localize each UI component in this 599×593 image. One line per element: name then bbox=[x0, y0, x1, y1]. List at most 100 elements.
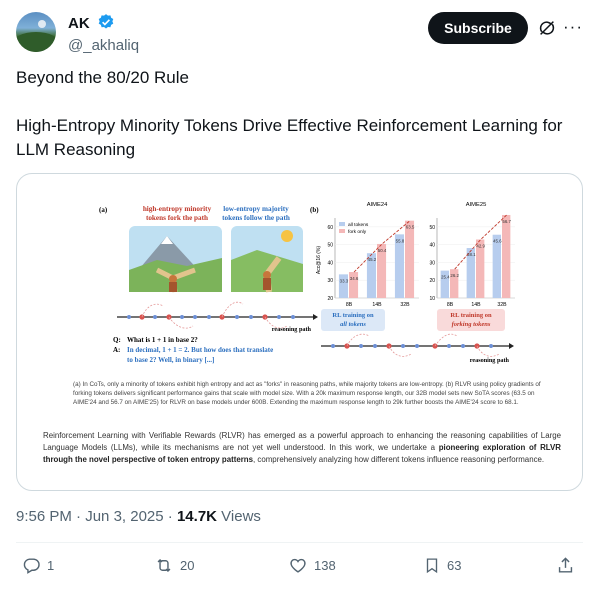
repost-button[interactable]: 20 bbox=[154, 556, 194, 575]
action-bar: 1 20 138 63 bbox=[16, 556, 583, 580]
chart-title: AIME24 bbox=[367, 202, 388, 208]
repost-icon bbox=[154, 556, 174, 575]
bar-charts: Acc@16 (%) AIME24 20 30 40 50 60 33.3 34.6 8B 45.2… bbox=[316, 202, 515, 308]
y-tick-label: 20 bbox=[429, 278, 435, 284]
bar-fork-only bbox=[450, 269, 459, 298]
bar-value-label: 56.7 bbox=[502, 219, 511, 224]
y-tick-label: 40 bbox=[327, 260, 333, 266]
bar-all-tokens bbox=[366, 253, 376, 298]
display-name[interactable]: AK bbox=[68, 15, 90, 32]
y-tick-label: 30 bbox=[429, 260, 435, 266]
bar-value-label: 34.6 bbox=[350, 276, 359, 281]
share-icon bbox=[556, 556, 575, 575]
bar-fork-only bbox=[377, 243, 387, 298]
follow-path-illustration bbox=[231, 226, 303, 293]
subscribe-button[interactable]: Subscribe bbox=[428, 12, 528, 44]
rl-all-box bbox=[321, 309, 385, 331]
a-label: A: bbox=[113, 346, 120, 354]
like-count: 138 bbox=[314, 558, 336, 573]
reasoning-path-label-b: reasoning path bbox=[470, 357, 510, 364]
x-tick-label: 14B bbox=[372, 302, 382, 308]
abstract-part-2: , comprehensively analyzing how differen… bbox=[253, 455, 545, 465]
handle[interactable]: @_akhaliq bbox=[68, 37, 140, 54]
reply-icon bbox=[22, 556, 41, 575]
legend-swatch-all-tokens bbox=[339, 222, 345, 226]
bookmark-icon bbox=[423, 556, 441, 575]
y-tick-label: 10 bbox=[429, 296, 435, 302]
x-tick-label: 32B bbox=[497, 302, 507, 308]
share-button[interactable] bbox=[556, 556, 575, 575]
bar-fork-only bbox=[405, 220, 415, 298]
chart-title: AIME25 bbox=[466, 202, 487, 208]
bar-all-tokens bbox=[338, 274, 348, 298]
q-label: Q: bbox=[113, 336, 121, 344]
reply-button[interactable]: 1 bbox=[22, 556, 54, 575]
bar-value-label: 33.3 bbox=[340, 278, 349, 283]
bar-all-tokens bbox=[394, 234, 404, 298]
minority-title-2: tokens fork the path bbox=[146, 214, 208, 222]
bar-value-label: 45.6 bbox=[493, 239, 502, 244]
meta-separator: · bbox=[71, 508, 86, 525]
y-tick-label: 60 bbox=[327, 225, 333, 231]
rl-fork-label-1: RL training on bbox=[450, 312, 492, 319]
legend-swatch-fork-only bbox=[339, 229, 345, 233]
trend-line bbox=[454, 214, 507, 270]
tweet-media[interactable]: (a) high-entropy minority tokens fork th… bbox=[16, 173, 583, 491]
tweet-text: Beyond the 80/20 Rule High-Entropy Minor… bbox=[16, 68, 563, 159]
a-text-2: to base 2? Well, in binary [...] bbox=[127, 356, 214, 364]
bar-value-label: 42.9 bbox=[476, 244, 485, 249]
trend-line bbox=[353, 220, 411, 273]
tweet-header: AK @_akhaliq Subscribe ··· bbox=[16, 12, 583, 56]
rl-fork-label-2: forking tokens bbox=[452, 321, 491, 328]
a-text-1: In decimal, 1 + 1 = 2. But how does that… bbox=[127, 346, 273, 354]
y-axis-label: Acc@16 (%) bbox=[316, 246, 322, 274]
majority-title-2: tokens follow the path bbox=[222, 214, 290, 222]
rl-fork-box bbox=[437, 309, 505, 331]
bar-fork-only bbox=[476, 239, 485, 298]
grok-icon[interactable] bbox=[538, 19, 556, 42]
bar-value-label: 26.2 bbox=[450, 273, 459, 278]
y-tick-label: 30 bbox=[327, 278, 333, 284]
fork-path-illustration bbox=[129, 226, 222, 293]
bar-value-label: 63.5 bbox=[406, 225, 415, 230]
legend-fork-only: fork only bbox=[348, 229, 367, 235]
q-text: What is 1 + 1 in base 2? bbox=[127, 336, 198, 344]
x-tick-label: 32B bbox=[400, 302, 410, 308]
bar-fork-only bbox=[502, 214, 511, 298]
bar-value-label: 25.4 bbox=[441, 275, 450, 280]
tweet-date[interactable]: Jun 3, 2025 bbox=[85, 508, 164, 525]
y-tick-label: 40 bbox=[429, 243, 435, 249]
like-button[interactable]: 138 bbox=[288, 556, 336, 575]
reasoning-path-label-a: reasoning path bbox=[272, 326, 312, 333]
x-tick-label: 8B bbox=[447, 302, 454, 308]
rl-all-label-2: all tokens bbox=[340, 321, 366, 328]
paper-abstract: Reinforcement Learning with Verifiable R… bbox=[43, 430, 561, 467]
bar-all-tokens bbox=[440, 270, 449, 298]
rl-all-label-1: RL training on bbox=[332, 312, 374, 319]
y-tick-label: 20 bbox=[327, 296, 333, 302]
tweet-meta: 9:56 PM · Jun 3, 2025 · 14.7K Views bbox=[16, 507, 261, 527]
minority-title-1: high-entropy minority bbox=[143, 205, 212, 213]
bookmark-count: 63 bbox=[447, 558, 462, 573]
views-label: Views bbox=[217, 508, 261, 525]
figure-caption: (a) In CoTs, only a minority of tokens e… bbox=[73, 381, 541, 406]
bar-value-label: 55.8 bbox=[396, 238, 405, 243]
divider bbox=[16, 542, 583, 543]
bookmark-button[interactable]: 63 bbox=[423, 556, 461, 575]
meta-separator: · bbox=[163, 508, 177, 525]
y-tick-label: 50 bbox=[327, 243, 333, 249]
bar-fork-only bbox=[349, 272, 359, 298]
bar-value-label: 38.1 bbox=[467, 252, 476, 257]
bar-value-label: 45.2 bbox=[368, 257, 377, 262]
author-block[interactable]: AK @_akhaliq bbox=[68, 13, 139, 55]
bar-all-tokens bbox=[492, 234, 501, 298]
bar-value-label: 50.4 bbox=[378, 248, 387, 253]
panel-a-label: (a) bbox=[99, 206, 108, 214]
avatar[interactable] bbox=[16, 12, 56, 52]
tweet-time[interactable]: 9:56 PM bbox=[16, 508, 72, 525]
heart-icon bbox=[288, 556, 308, 575]
paper-figure: (a) high-entropy minority tokens fork th… bbox=[99, 202, 515, 364]
abstract-part-1: Reinforcement Learning with Verifiable R… bbox=[43, 431, 561, 453]
panel-b-label: (b) bbox=[310, 206, 319, 214]
more-options-icon[interactable]: ··· bbox=[563, 17, 583, 36]
